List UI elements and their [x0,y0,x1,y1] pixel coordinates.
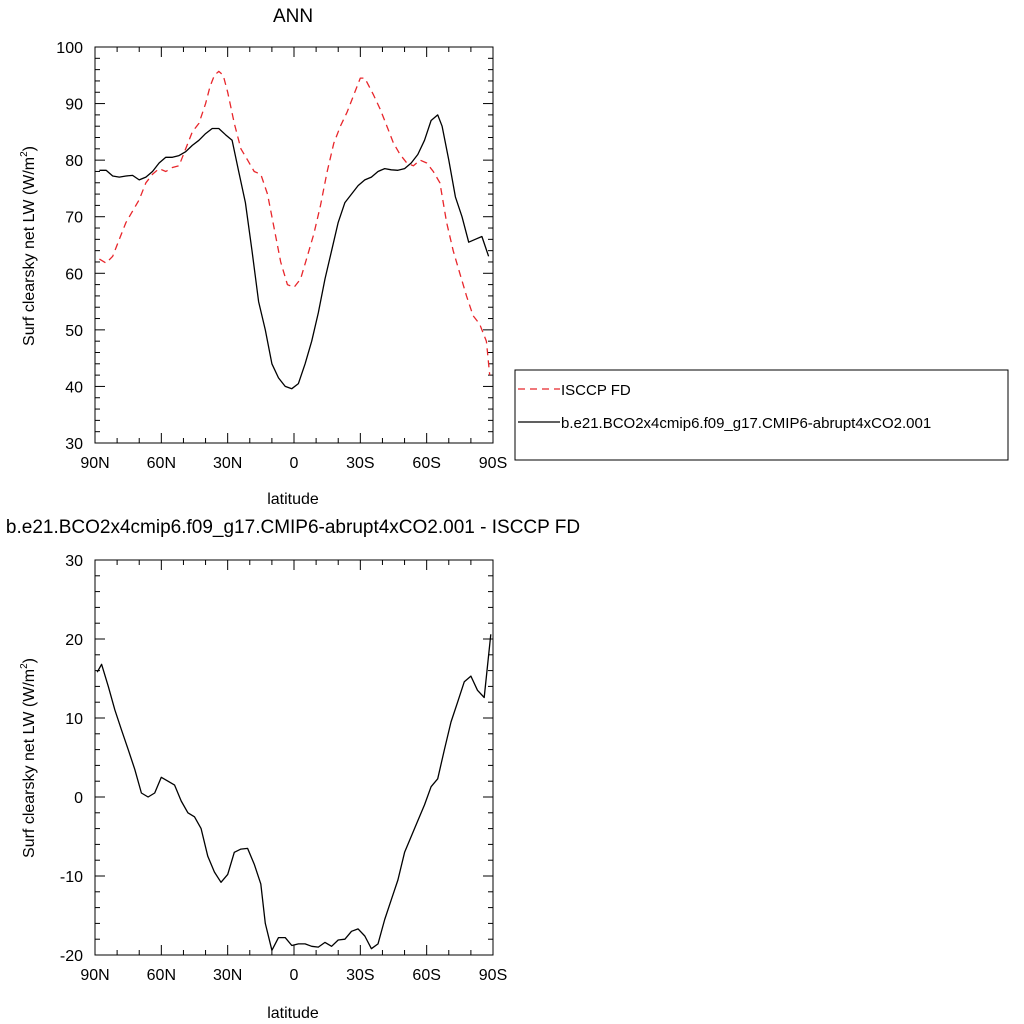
y-tick-label: 10 [65,711,83,728]
x-tick-label: 90N [80,967,109,984]
x-tick-label: 0 [290,455,299,472]
bottom-plot-area: 90N 60N 30N 0 30S 60S 90S -20 -10 0 10 20 30 [60,553,507,984]
x-tick-label: 0 [290,967,299,984]
y-tick-label: 100 [56,40,83,57]
top-y-axis-label: Surf clearsky net LW (W/m2) [19,146,38,346]
bottom-chart-title: b.e21.BCO2x4cmip6.f09_g17.CMIP6-abrupt4x… [6,517,580,538]
legend-box [514,369,1009,461]
plot-frame [94,46,494,444]
y-tick-label: 0 [74,790,83,807]
y-tick-label: -20 [60,948,83,965]
y-tick-label: 80 [65,153,83,170]
y-tick-label: 40 [65,379,83,396]
y-tick-label: 60 [65,266,83,283]
plot-frame [94,559,494,956]
x-tick-label: 60S [412,455,440,472]
x-tick-label: 30S [346,455,374,472]
x-tick-label: 90S [479,455,507,472]
bottom-y-axis-label: Surf clearsky net LW (W/m2) [19,658,38,858]
x-tick-label: 30S [346,967,374,984]
x-tick-label: 60N [147,967,176,984]
bottom-panel: b.e21.BCO2x4cmip6.f09_g17.CMIP6-abrupt4x… [6,517,580,1022]
legend-label-isccp: ISCCP FD [561,382,631,399]
y-tick-label: -10 [60,869,83,886]
x-tick-label: 30N [213,967,242,984]
bottom-x-axis-label: latitude [267,1005,319,1022]
y-tick-label: 50 [65,323,83,340]
x-tick-label: 90N [80,455,109,472]
y-tick-label: 70 [65,210,83,227]
series-line-0 [99,70,491,376]
y-tick-label: 30 [65,436,83,453]
bottom-y-axis-label-superscript: 2 [19,663,30,669]
y-tick-label: 30 [65,553,83,570]
legend: ISCCP FD b.e21.BCO2x4cmip6.f09_g17.CMIP6… [514,369,1009,461]
x-tick-label: 60N [147,455,176,472]
series-line-1 [99,114,490,390]
series-line-0 [96,634,492,951]
y-tick-label: 90 [65,97,83,114]
x-tick-label: 30N [213,455,242,472]
x-tick-label: 60S [412,967,440,984]
top-chart-title: ANN [273,6,313,27]
top-x-axis-label: latitude [267,491,319,508]
legend-label-model: b.e21.BCO2x4cmip6.f09_g17.CMIP6-abrupt4x… [561,415,931,432]
top-panel: ANN 90N 60N 30N 0 30S 60S 90S 30 40 50 60 70 80 90 100… [19,6,1009,508]
y-tick-label: 20 [65,632,83,649]
top-plot-area: 90N 60N 30N 0 30S 60S 90S 30 40 50 60 70 80 90 100 [56,40,507,472]
x-tick-label: 90S [479,967,507,984]
top-y-axis-label-superscript: 2 [19,151,30,157]
